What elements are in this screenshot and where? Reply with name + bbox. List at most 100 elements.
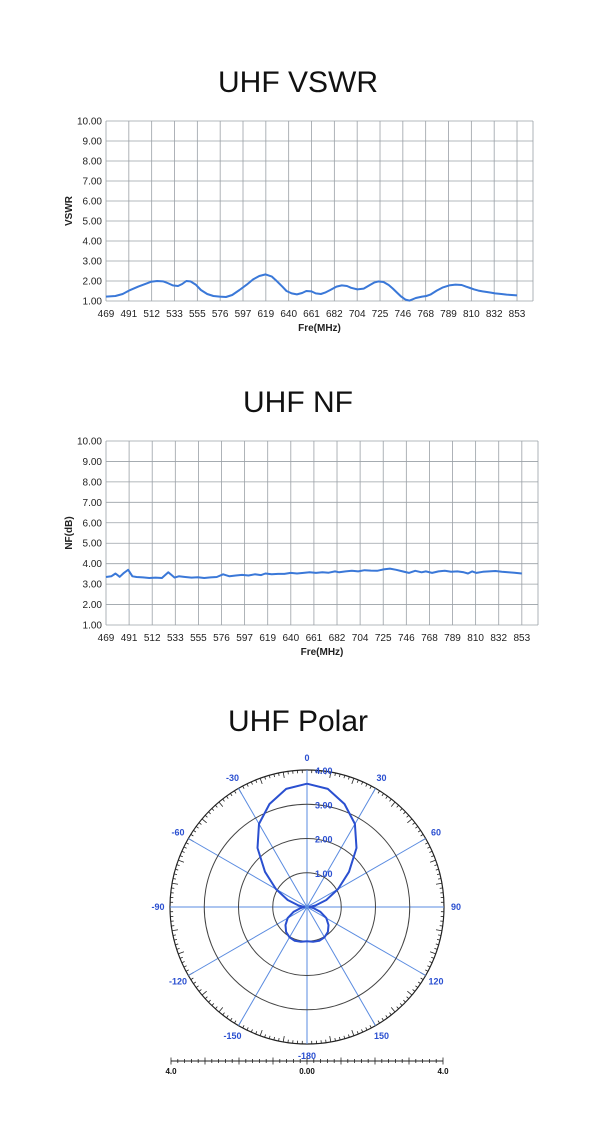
nf-xtick-label: 555 bbox=[190, 633, 207, 644]
polar-scale-label: 4.0 bbox=[437, 1067, 449, 1076]
vswr-xtick-label: 512 bbox=[143, 309, 160, 320]
polar-ring-tick bbox=[222, 1012, 225, 1016]
polar-ring-tick bbox=[198, 822, 202, 825]
polar-ring-tick bbox=[175, 943, 179, 946]
nf-xtick-label: 533 bbox=[167, 633, 184, 644]
vswr-xtick-label: 469 bbox=[98, 309, 115, 320]
polar-ring-tick bbox=[381, 793, 384, 797]
polar-ring-tick bbox=[234, 1020, 237, 1024]
vswr-xtick-label: 725 bbox=[372, 309, 389, 320]
vswr-ytick-label: 7.00 bbox=[83, 177, 103, 188]
polar-ring-tick bbox=[329, 772, 332, 779]
polar-ring-tick bbox=[429, 859, 436, 863]
polar-ring-tick bbox=[204, 996, 208, 999]
polar-ring-tick bbox=[435, 929, 442, 932]
nf-xtick-label: 725 bbox=[375, 633, 392, 644]
vswr-ytick-label: 8.00 bbox=[83, 157, 103, 168]
polar-ring-tick bbox=[278, 772, 280, 777]
polar-ring-tick bbox=[273, 1036, 275, 1041]
polar-ring-tick bbox=[255, 779, 258, 783]
polar-ring-tick bbox=[172, 882, 179, 885]
polar-ring-tick bbox=[435, 943, 439, 946]
polar-ring-tick bbox=[369, 785, 372, 789]
polar-ring-tick bbox=[278, 1037, 280, 1042]
nf-xtick-label: 789 bbox=[444, 633, 461, 644]
nf-xtick-label: 832 bbox=[490, 633, 507, 644]
polar-ring-tick bbox=[264, 1034, 266, 1038]
polar-radial-label: 2.00 bbox=[315, 835, 333, 845]
polar-radial-label: 3.00 bbox=[315, 800, 333, 810]
polar-ring-tick bbox=[246, 1027, 249, 1031]
polar-ring-tick bbox=[181, 850, 185, 853]
polar-ring-tick bbox=[172, 878, 177, 880]
polar-grid-circle bbox=[203, 803, 411, 1011]
polar-ring-tick bbox=[215, 804, 218, 808]
polar-ring-tick bbox=[230, 793, 233, 797]
polar-ring-tick bbox=[190, 977, 194, 980]
vswr-chart-title: UHF VSWR bbox=[218, 66, 378, 99]
polar-ring-tick bbox=[173, 873, 178, 875]
polar-ring-tick bbox=[282, 1035, 285, 1042]
polar-ring-tick bbox=[172, 934, 177, 936]
polar-ring-tick bbox=[425, 969, 429, 972]
polar-ring-tick bbox=[427, 846, 431, 849]
nf-ytick-label: 5.00 bbox=[83, 539, 103, 550]
nf-ytick-label: 6.00 bbox=[83, 518, 103, 529]
polar-ring-tick bbox=[436, 939, 441, 941]
nf-xaxis-label: Fre(MHz) bbox=[301, 647, 344, 658]
polar-ring-tick bbox=[242, 1025, 245, 1029]
polar-radial-label: 1.00 bbox=[315, 869, 333, 879]
polar-ring-tick bbox=[185, 969, 189, 972]
polar-ring-tick bbox=[176, 864, 180, 866]
polar-ring-tick bbox=[361, 1029, 364, 1033]
nf-xtick-label: 619 bbox=[259, 633, 276, 644]
nf-yaxis-label: NF(dB) bbox=[64, 516, 75, 549]
polar-ring-tick bbox=[406, 815, 410, 818]
polar-pattern-line bbox=[256, 782, 358, 943]
polar-ring-tick bbox=[201, 990, 207, 996]
polar-ring-tick bbox=[389, 798, 392, 802]
polar-ring-tick bbox=[175, 868, 179, 871]
polar-ring-tick bbox=[399, 808, 403, 811]
nf-xtick-label: 746 bbox=[398, 633, 415, 644]
polar-ring-tick bbox=[172, 929, 179, 932]
vswr-xtick-label: 491 bbox=[120, 309, 137, 320]
polar-angle-label: 60 bbox=[431, 828, 441, 838]
nf-ytick-label: 3.00 bbox=[83, 580, 103, 591]
polar-angle-label: 30 bbox=[376, 773, 386, 783]
polar-ring-tick bbox=[437, 878, 442, 880]
polar-ring-tick bbox=[369, 1025, 372, 1029]
nf-xtick-label: 853 bbox=[513, 633, 530, 644]
polar-ring-tick bbox=[218, 801, 224, 807]
polar-ring-tick bbox=[190, 834, 194, 837]
nf-ytick-label: 9.00 bbox=[83, 457, 103, 468]
polar-ring-tick bbox=[348, 776, 350, 780]
polar-ring-tick bbox=[407, 990, 413, 996]
vswr-chart: 1.00 2.00 3.00 4.00 5.00 6.00 7.00 8.00 9.00 10.0… bbox=[64, 117, 534, 334]
polar-ring-tick bbox=[348, 1034, 350, 1038]
polar-ring-tick bbox=[356, 779, 359, 783]
polar-ring-tick bbox=[193, 830, 197, 833]
polar-ring-tick bbox=[434, 948, 438, 950]
polar-ring-tick bbox=[427, 965, 431, 968]
polar-ring-tick bbox=[176, 948, 180, 950]
polar-ring-tick bbox=[429, 850, 433, 853]
polar-angle-label: -60 bbox=[171, 828, 184, 838]
polar-ring-tick bbox=[389, 1012, 392, 1016]
vswr-ytick-label: 3.00 bbox=[83, 257, 103, 268]
nf-xtick-label: 640 bbox=[282, 633, 299, 644]
nf-xtick-label: 810 bbox=[467, 633, 484, 644]
polar-angle-label: -120 bbox=[169, 977, 187, 987]
polar-angle-label: -90 bbox=[151, 902, 164, 912]
vswr-xtick-label: 682 bbox=[326, 309, 343, 320]
polar-ring-tick bbox=[268, 775, 271, 779]
polar-ring-tick bbox=[208, 811, 211, 815]
polar-ring-tick bbox=[222, 798, 225, 802]
polar-ring-tick bbox=[250, 781, 253, 785]
polar-ring-tick bbox=[417, 830, 421, 833]
polar-angle-label: -180 bbox=[298, 1051, 316, 1061]
vswr-xtick-label: 619 bbox=[257, 309, 274, 320]
polar-ring-tick bbox=[211, 808, 215, 811]
polar-ring-tick bbox=[282, 772, 285, 779]
polar-ring-tick bbox=[412, 822, 416, 825]
